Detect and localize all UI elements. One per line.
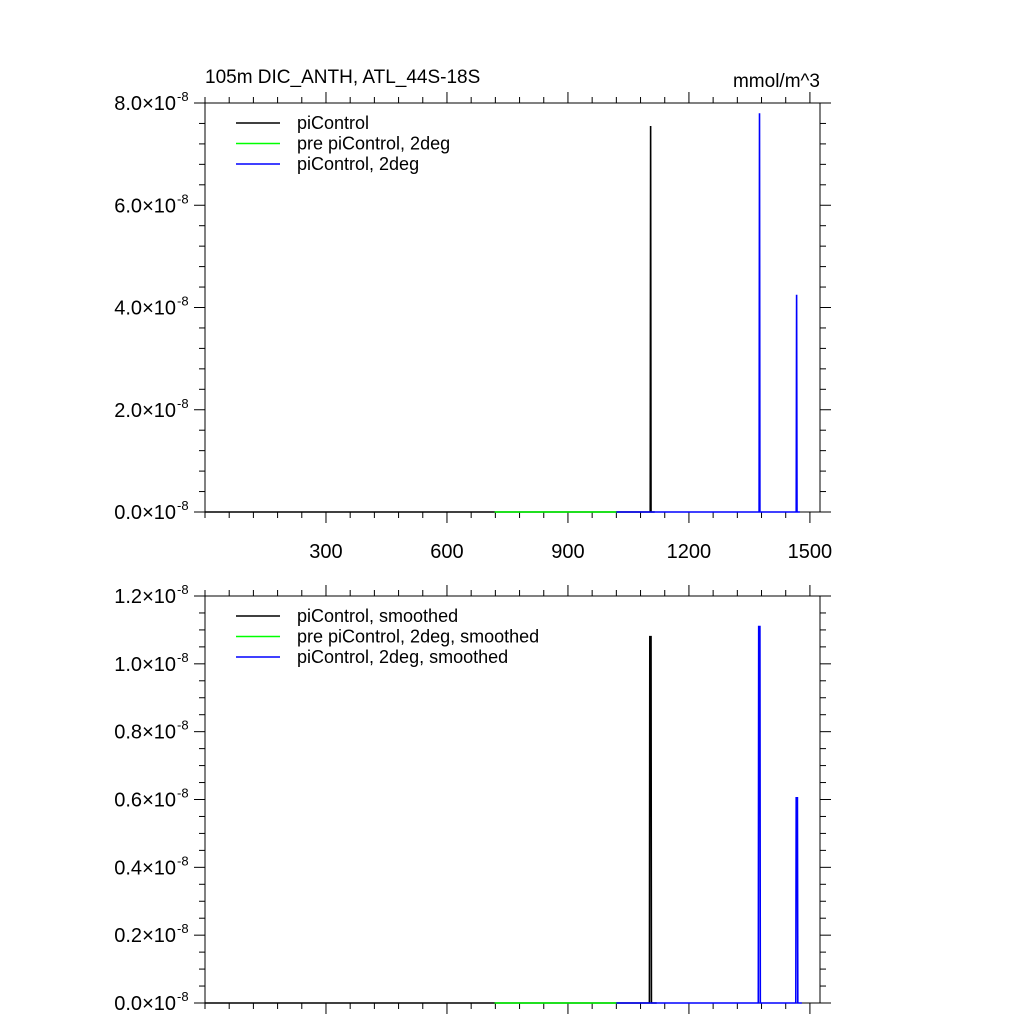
- legend-label: piControl, 2deg: [297, 154, 419, 174]
- y-tick-exponent: -8: [177, 786, 189, 801]
- chart-panel-2: 0.0×10 -80.2×10 -80.4×10 -80.6×10 -80.8×10 -8…: [114, 582, 831, 1015]
- y-tick-exponent: -8: [177, 718, 189, 733]
- y-tick-label: 0.4×10: [114, 857, 176, 879]
- x-tick-label: 1500: [788, 541, 833, 563]
- y-tick-exponent: -8: [177, 921, 189, 936]
- legend-label: pre piControl, 2deg, smoothed: [297, 627, 539, 647]
- legend-label: piControl, 2deg, smoothed: [297, 647, 508, 667]
- y-tick-exponent: -8: [177, 582, 189, 597]
- y-tick-exponent: -8: [177, 650, 189, 665]
- chart-title: 105m DIC_ANTH, ATL_44S-18S: [205, 67, 480, 88]
- x-tick-label: 600: [430, 541, 463, 563]
- y-tick-label: 2.0×10: [114, 400, 176, 422]
- y-tick-exponent: -8: [177, 191, 189, 206]
- series-line-3: [616, 625, 802, 1004]
- series-line-3: [616, 113, 800, 513]
- y-tick-label: 0.0×10: [114, 993, 176, 1015]
- x-tick-label: 900: [551, 541, 584, 563]
- y-tick-exponent: -8: [177, 294, 189, 309]
- y-tick-label: 8.0×10: [114, 93, 176, 115]
- series-line-1: [205, 635, 657, 1004]
- y-tick-label: 6.0×10: [114, 195, 176, 217]
- y-tick-exponent: -8: [177, 89, 189, 104]
- y-tick-label: 1.0×10: [114, 654, 176, 676]
- x-tick-label: 1200: [667, 541, 712, 563]
- legend-label: piControl: [297, 113, 369, 133]
- y-tick-label: 4.0×10: [114, 298, 176, 320]
- y-tick-exponent: -8: [177, 989, 189, 1004]
- legend-label: piControl, smoothed: [297, 606, 458, 626]
- y-tick-label: 0.8×10: [114, 722, 176, 744]
- series-line-1: [205, 126, 655, 513]
- legend-label: pre piControl, 2deg: [297, 134, 450, 154]
- units-label: mmol/m^3: [733, 71, 820, 92]
- y-tick-label: 0.6×10: [114, 790, 176, 812]
- y-tick-exponent: -8: [177, 396, 189, 411]
- y-tick-exponent: -8: [177, 853, 189, 868]
- x-tick-label: 300: [309, 541, 342, 563]
- y-tick-exponent: -8: [177, 498, 189, 513]
- y-tick-label: 0.0×10: [114, 502, 176, 524]
- y-tick-label: 1.2×10: [114, 586, 176, 608]
- y-tick-label: 0.2×10: [114, 925, 176, 947]
